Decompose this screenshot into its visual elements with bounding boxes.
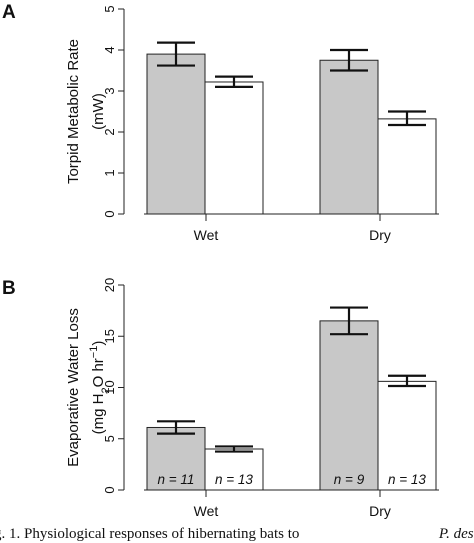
- y-axis-subtitle-part: ): [90, 341, 107, 346]
- chart-panel-a: A 0 1 2 3 4 5 Torpid Metabolic Rate (mW) Wet Dry: [2, 2, 439, 243]
- sample-size-label: n = 11: [158, 472, 195, 487]
- category-label: Wet: [194, 227, 219, 243]
- chart-panel-b: B 0 5 10 15 20 Evaporative Water Loss (mg H2O h…: [2, 278, 439, 519]
- y-axis-title: Evaporative Water Loss: [65, 308, 82, 467]
- figure: A 0 1 2 3 4 5 Torpid Metabolic Rate (mW) Wet Dry B 0…: [2, 2, 439, 519]
- y-tick-label: 1: [102, 169, 117, 176]
- panel-label: A: [2, 2, 16, 23]
- bar: [146, 53, 206, 215]
- bar: [204, 81, 264, 215]
- y-tick-label: 3: [102, 87, 117, 94]
- y-tick-label: 5: [102, 435, 117, 442]
- bar: [377, 380, 437, 491]
- sample-size-label: n = 9: [334, 472, 365, 487]
- y-tick-label: 15: [102, 329, 117, 343]
- y-tick-label: 10: [102, 380, 117, 394]
- bar: [319, 59, 379, 215]
- y-tick-label: 2: [102, 128, 117, 135]
- category-label: Wet: [194, 503, 219, 519]
- y-tick-label: 0: [102, 210, 117, 217]
- bar: [204, 448, 264, 491]
- y-tick-label: 20: [102, 278, 117, 292]
- bar: [146, 426, 206, 491]
- y-axis-subtitle: (mg H2O hr−1): [88, 341, 112, 435]
- sample-size-label: n = 13: [215, 472, 253, 487]
- category-label: Dry: [369, 503, 391, 519]
- y-axis-subtitle-part: (mg H: [90, 394, 107, 435]
- bar: [377, 118, 437, 215]
- sample-size-label: n = 13: [388, 472, 426, 487]
- y-axis-subtitle: (mW): [90, 93, 107, 130]
- y-axis-title: Torpid Metabolic Rate: [65, 39, 82, 184]
- bar: [319, 320, 379, 491]
- panel-label: B: [2, 278, 16, 299]
- y-tick-label: 4: [102, 46, 117, 53]
- y-axis-subtitle-part: O hr: [90, 358, 107, 387]
- y-tick-label: 0: [102, 486, 117, 493]
- category-label: Dry: [369, 227, 391, 243]
- caption-right: P. destructans infecti: [438, 526, 474, 542]
- y-axis-subtitle-part: −1: [88, 346, 100, 359]
- y-tick-label: 5: [102, 5, 117, 12]
- caption-left: g. 1. Physiological responses of hiberna…: [0, 526, 300, 542]
- y-axis-subtitle-part: 2: [100, 387, 112, 393]
- figure-caption: g. 1. Physiological responses of hiberna…: [0, 524, 474, 543]
